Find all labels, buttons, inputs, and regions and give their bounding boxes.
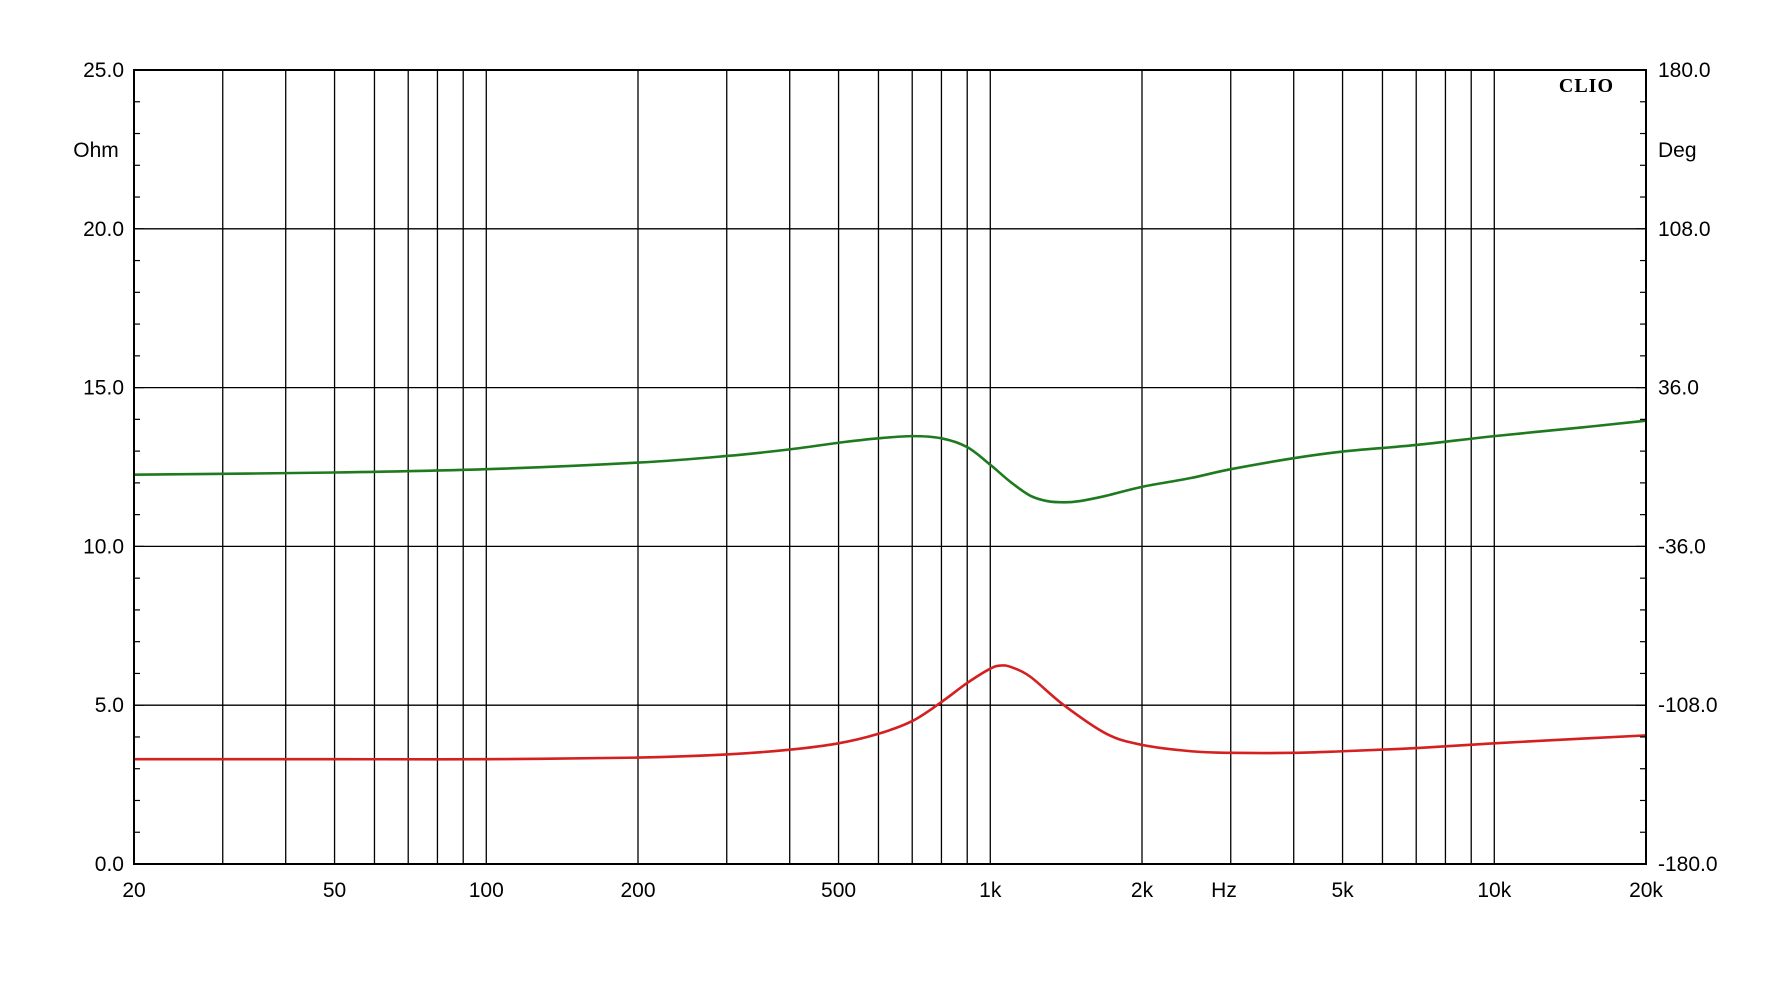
major-grid [133,69,1647,865]
x-tick-label: 200 [620,879,655,902]
minor-grid [222,70,1472,864]
y-right-tick-label: -36.0 [1658,535,1706,558]
y-left-tick-label: 25.0 [83,59,124,82]
y-right-tick-label: -180.0 [1658,853,1718,876]
y-left-tick-label: 15.0 [83,377,124,400]
x-tick-label: 5k [1331,879,1354,902]
series-layer [133,419,1647,761]
x-tick-label: 20 [122,879,145,902]
x-tick-label: 20k [1629,879,1663,902]
x-tick-label: 2k [1131,879,1154,902]
y-right-tick-label: -108.0 [1658,694,1718,717]
y-left-tick-label: 10.0 [83,535,124,558]
x-tick-label: 50 [323,879,346,902]
plot-frame [133,69,1647,865]
y-right-tick-label: 180.0 [1658,59,1711,82]
y-right-tick-label: 108.0 [1658,218,1711,241]
x-tick-label: 500 [821,879,856,902]
phase-series-line [133,419,1647,504]
x-axis-label: Hz [1211,879,1237,902]
impedance-series-line [134,664,1647,761]
y-left-tick-label: 0.0 [95,853,124,876]
axis-ticks [134,69,1646,865]
axis-labels: CLIO Ohm Deg Hz 20 50 100 200 500 1k 2k 5k 10k 20… [73,59,1717,902]
y-right-axis-label: Deg [1658,139,1697,162]
x-tick-label: 1k [979,879,1002,902]
x-tick-label: 100 [469,879,504,902]
x-tick-label: 10k [1477,879,1511,902]
y-left-axis-label: Ohm [73,139,119,162]
y-left-tick-label: 20.0 [83,218,124,241]
y-left-tick-label: 5.0 [95,694,124,717]
brand-logo: CLIO [1559,75,1614,97]
y-right-tick-label: 36.0 [1658,377,1699,400]
